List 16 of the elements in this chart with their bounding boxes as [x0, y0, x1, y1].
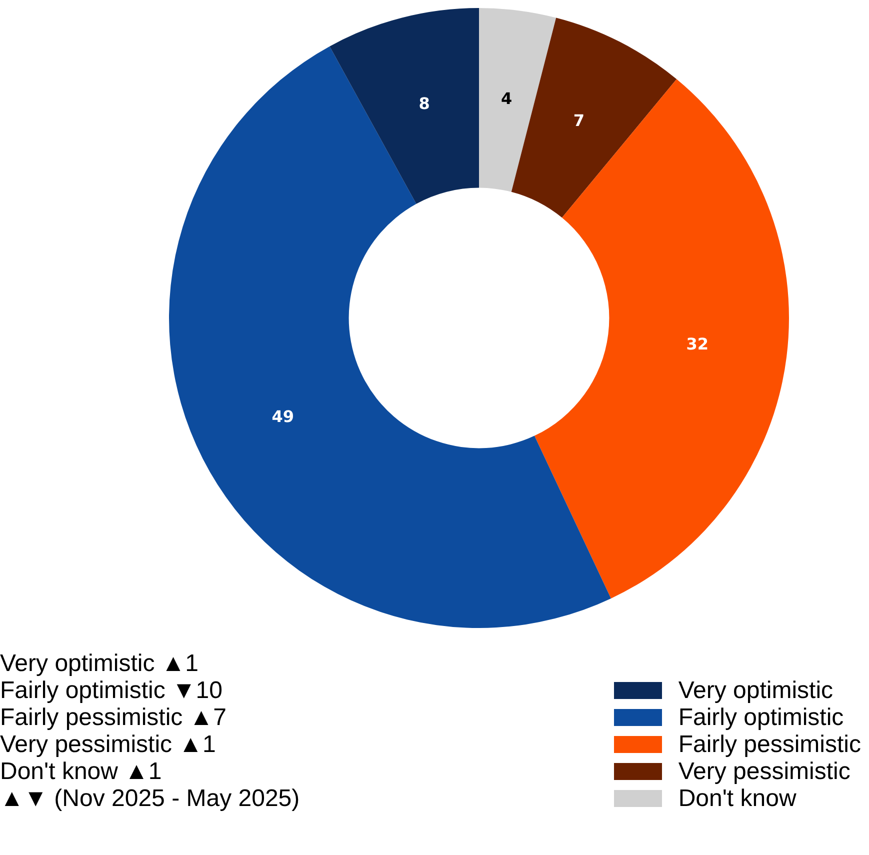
data-label: 8	[418, 94, 430, 113]
text: Very optimistic ▲1	[0, 650, 200, 677]
legend-label: Don't know	[678, 785, 796, 812]
legend-label: Very optimistic	[678, 677, 834, 704]
text: ▲▼ (Nov 2025 - May 2025)	[0, 785, 300, 812]
data-label: 4	[501, 88, 512, 108]
text: Very pessimistic ▲1	[0, 731, 217, 758]
text: Fairly optimistic ▼10	[0, 677, 224, 704]
data-label: 7	[573, 111, 584, 130]
legend-label: Fairly pessimistic	[678, 731, 861, 758]
legend-label: Very pessimistic	[678, 758, 850, 785]
data-label: 49	[272, 407, 294, 426]
text: Don't know ▲1	[0, 758, 163, 785]
text: Fairly pessimistic ▲7	[0, 704, 228, 731]
legend-label: Fairly optimistic	[678, 704, 844, 731]
data-label: 32	[686, 334, 708, 354]
